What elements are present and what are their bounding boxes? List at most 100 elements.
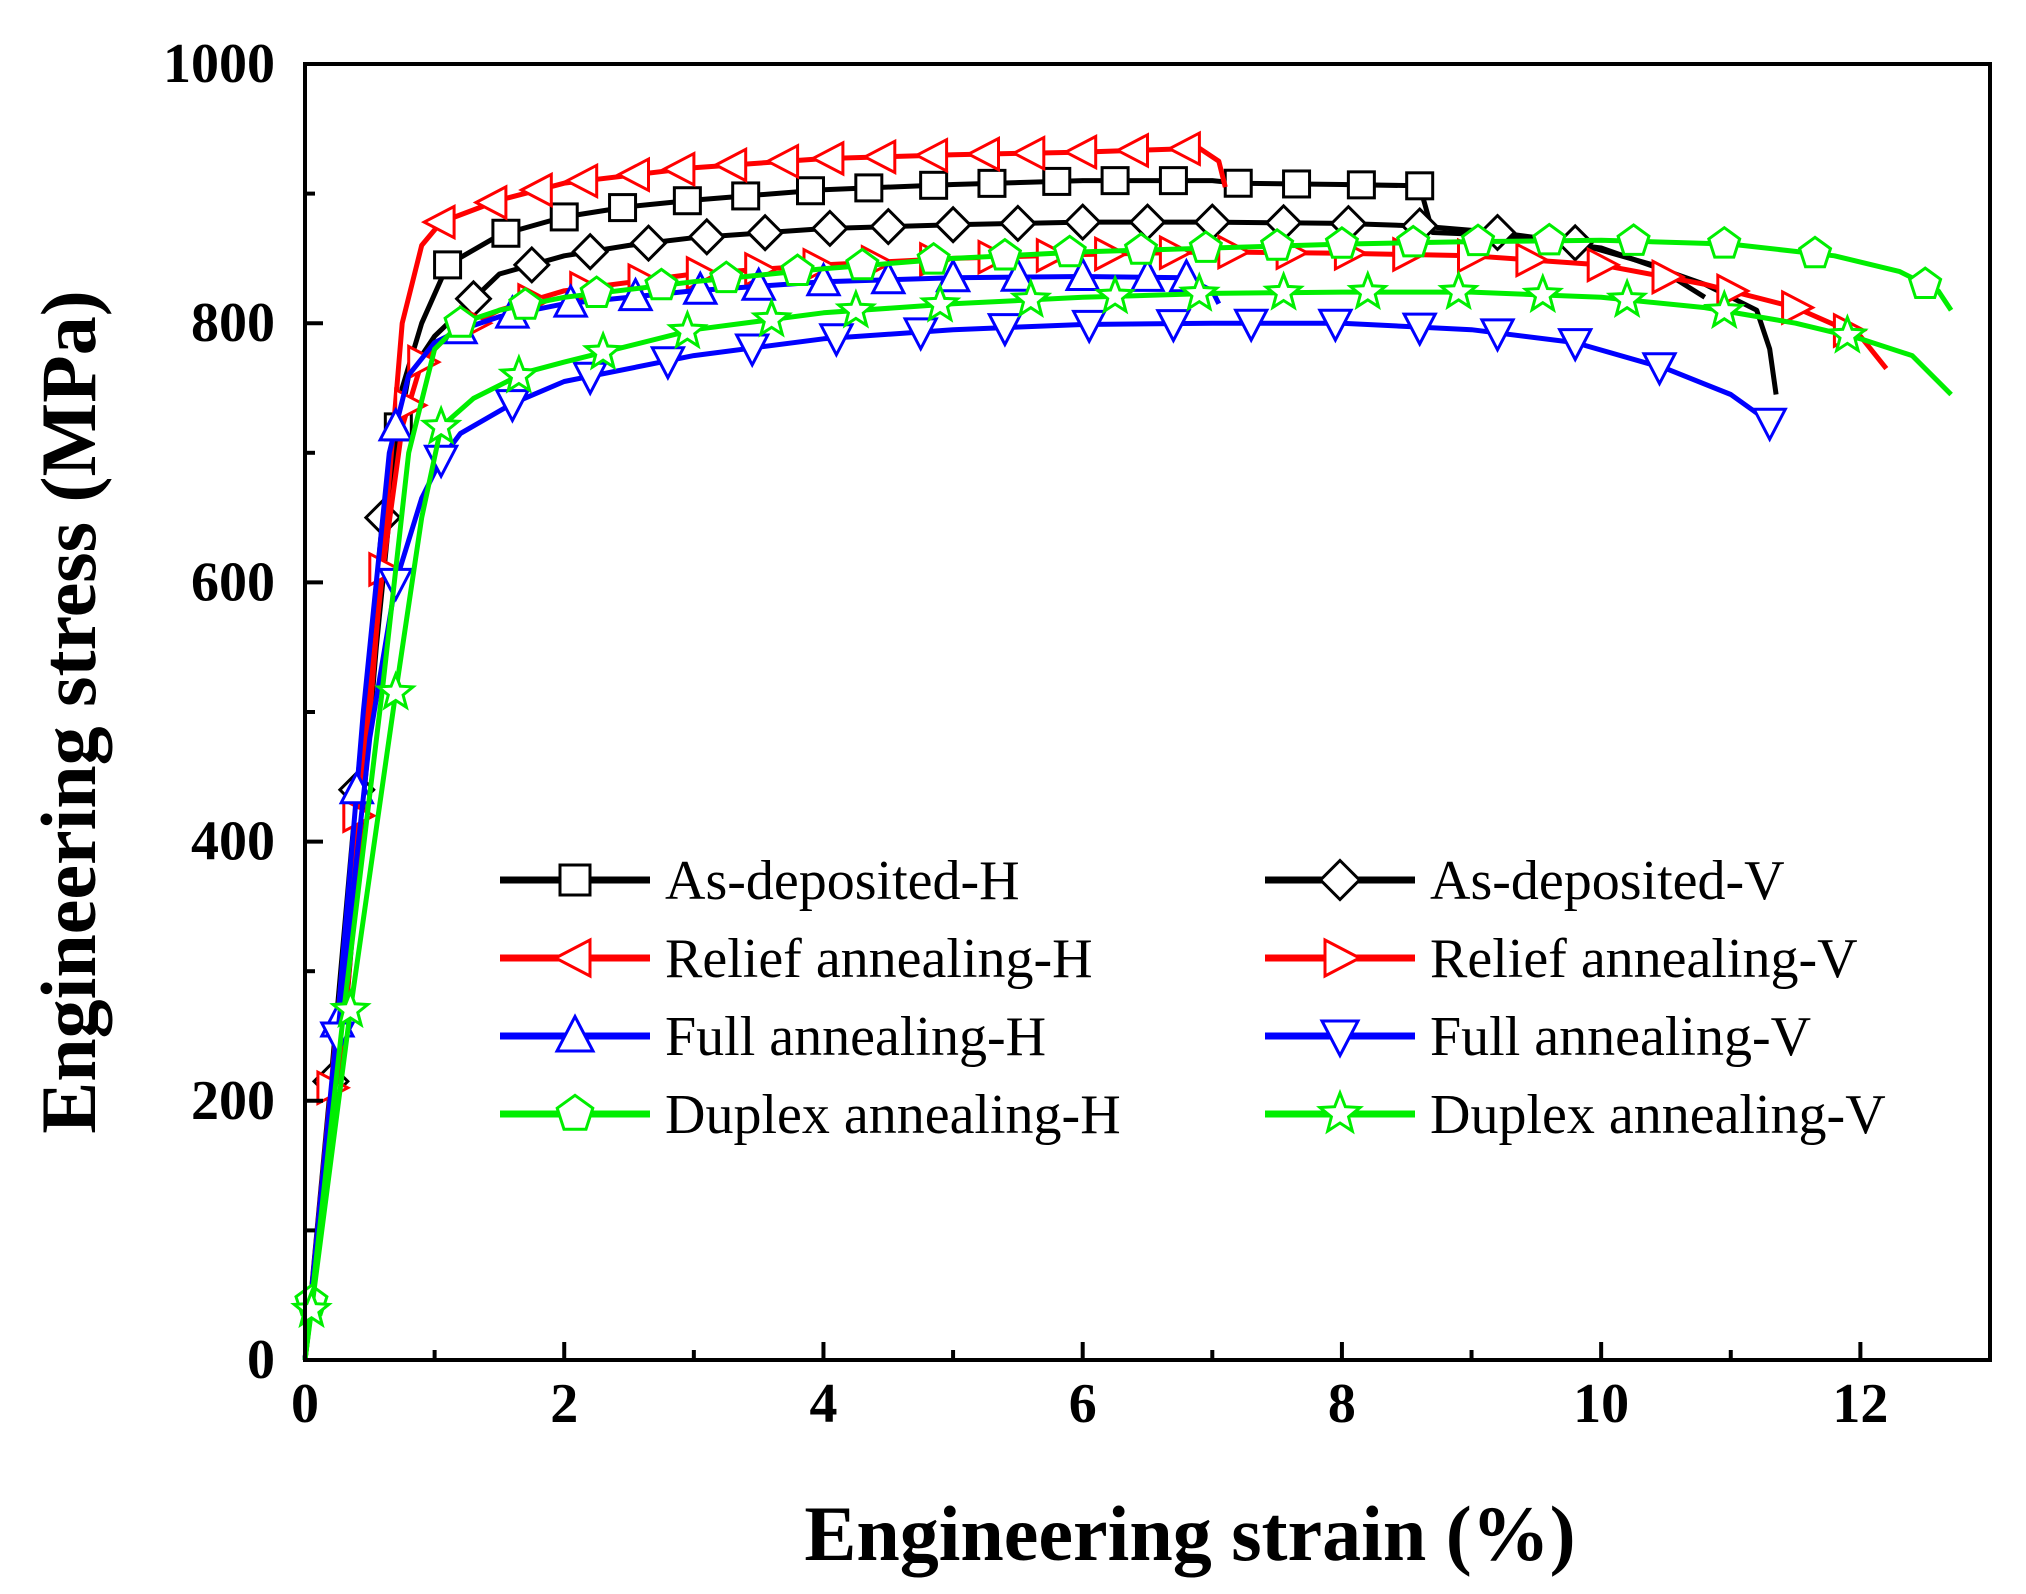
data-point [1155,309,1192,344]
data-point [1826,313,1869,354]
legend-label: Duplex annealing-V [1430,1084,1886,1146]
data-point [746,213,785,252]
data-point [552,282,589,318]
data-point [1460,223,1496,257]
data-point [1346,170,1376,200]
data-point [1324,226,1360,259]
data-point [1052,234,1087,268]
data-point [377,406,414,442]
data-point [916,241,951,275]
data-point [1521,272,1565,314]
data-point [1042,166,1072,196]
y-tick-label: 200 [191,1070,275,1132]
data-point [977,168,1007,198]
data-point [1282,169,1312,199]
legend-label: As-deposited-H [665,850,1020,912]
data-point [617,276,654,312]
data-point [1223,168,1253,198]
series-relief-annealing-h [302,130,1228,1361]
data-point [1123,232,1159,265]
legend-marker [1323,937,1363,979]
legend-label: Relief annealing-H [665,928,1093,990]
data-point [1797,235,1833,269]
data-point [494,389,531,424]
data-point [608,193,638,223]
x-tick-label: 6 [1069,1373,1097,1435]
legend-label: Full annealing-H [665,1006,1046,1068]
y-tick-label: 600 [191,551,275,613]
data-point [581,330,625,371]
series-duplex-annealing-h [294,222,1954,1361]
data-point [998,204,1037,243]
data-point [374,670,417,711]
data-point [780,253,815,286]
data-point [497,353,541,394]
x-tick-label: 4 [809,1373,837,1435]
data-point [999,257,1036,292]
legend-marker [552,937,592,979]
series-line [302,145,1228,1361]
data-point [805,261,842,297]
data-point [572,361,609,397]
legend-marker [555,1093,595,1131]
data-point [549,202,579,232]
data-point [935,257,972,293]
data-point [571,232,610,271]
data-point [834,288,878,329]
data-point [1158,166,1188,196]
data-point [987,237,1023,271]
data-point [1188,230,1224,263]
data-point [986,313,1023,348]
data-point [329,987,372,1029]
data-point [913,137,949,174]
legend-marker [554,1013,596,1053]
data-point [870,259,907,295]
data-point [443,305,478,338]
legend-marker [558,863,592,897]
data-point [1129,257,1166,292]
data-point [854,173,884,203]
data-point [563,162,599,199]
data-point [1166,130,1201,167]
data-point [1158,234,1194,271]
data-point [818,323,855,358]
legend-label: As-deposited-V [1430,850,1785,912]
data-point [1532,222,1567,256]
legend-marker [1319,1019,1361,1059]
legend-marker [1316,1088,1364,1135]
data-point [861,138,897,175]
x-tick-label: 12 [1832,1373,1888,1435]
data-point [1010,135,1046,172]
legend-marker [1318,858,1362,902]
legend-item: Full annealing-H [500,1006,1046,1068]
data-point [1641,352,1678,387]
data-point [1616,223,1651,256]
data-point [902,317,939,353]
data-point [1009,277,1053,318]
data-point [740,266,777,301]
data-point [1346,269,1390,311]
data-point [734,333,771,369]
y-tick-label: 400 [191,811,275,873]
data-point [796,176,825,206]
y-axis-title: Engineering stress (MPa) [25,290,112,1133]
legend-item: Duplex annealing-V [1265,1084,1886,1146]
data-point [1093,273,1137,315]
data-point [1515,241,1551,278]
data-point [1907,266,1943,299]
data-point [518,171,553,209]
series-duplex-annealing-v [290,269,1953,1361]
data-point [750,297,793,338]
data-point [1401,312,1438,348]
x-tick-label: 0 [291,1373,319,1435]
data-point [709,260,744,294]
data-point [845,247,880,281]
legend-label: Duplex annealing-H [665,1084,1121,1146]
data-point [1586,246,1622,283]
data-point [810,209,849,248]
data-point [919,170,949,200]
data-point [1100,166,1130,196]
x-tick-label: 8 [1328,1373,1356,1435]
data-point [1405,171,1435,201]
